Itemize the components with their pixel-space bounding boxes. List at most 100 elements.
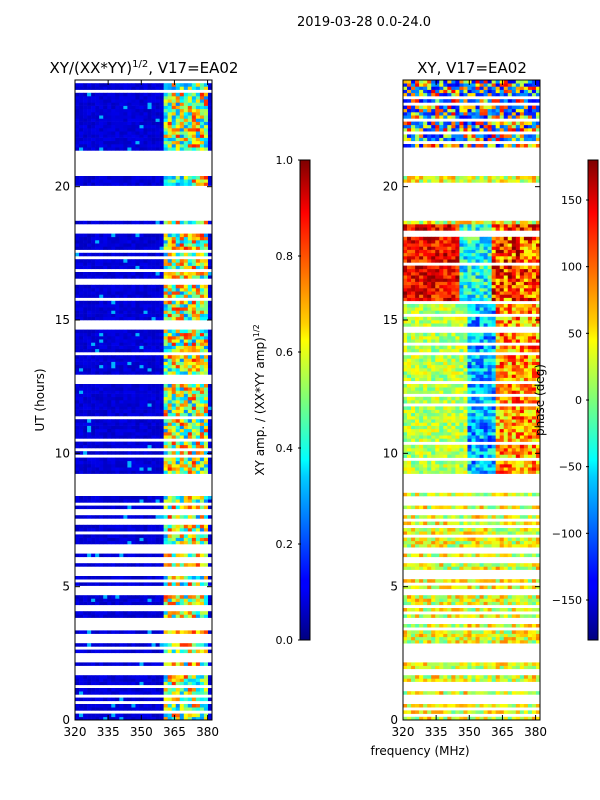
- heatmap-cell: [495, 598, 501, 602]
- heatmap-cell: [487, 563, 492, 567]
- heatmap-cell: [479, 665, 484, 670]
- heatmap-cell: [463, 704, 468, 708]
- heatmap-cell: [179, 467, 185, 471]
- heatmap-cell: [195, 390, 201, 394]
- heatmap-cell: [123, 102, 128, 106]
- heatmap-cell: [115, 246, 120, 250]
- heatmap-cell: [107, 339, 112, 343]
- heatmap-cell: [75, 243, 80, 247]
- heatmap-cell: [159, 371, 164, 375]
- heatmap-cell: [179, 553, 185, 558]
- heatmap-cell: [131, 406, 136, 410]
- heatmap-cell: [427, 630, 432, 634]
- heatmap-cell: [127, 390, 132, 394]
- heatmap-cell: [155, 310, 160, 314]
- heatmap-cell: [115, 179, 120, 183]
- heatmap-cell: [131, 470, 136, 474]
- heatmap-cell: [107, 182, 112, 186]
- heatmap-cell: [151, 265, 156, 270]
- heatmap-cell: [75, 681, 80, 686]
- heatmap-cell: [87, 348, 92, 353]
- heatmap-cell: [407, 614, 412, 618]
- heatmap-cell: [151, 406, 156, 410]
- heatmap-cell: [503, 531, 509, 535]
- heatmap-cell: [487, 531, 492, 535]
- heatmap-cell: [151, 595, 156, 599]
- heatmap-cell: [479, 505, 484, 510]
- heatmap-cell: [135, 355, 140, 359]
- heatmap-cell: [79, 403, 84, 407]
- heatmap-cell: [107, 563, 112, 567]
- heatmap-cell: [475, 563, 480, 567]
- heatmap-cell: [159, 704, 164, 708]
- heatmap-cell: [483, 579, 488, 583]
- heatmap-cell: [127, 96, 132, 100]
- heatmap-cell: [103, 310, 108, 314]
- heatmap-cell: [483, 537, 488, 542]
- heatmap-cell: [83, 553, 88, 558]
- heatmap-cell: [403, 636, 408, 641]
- heatmap-cell: [91, 336, 96, 340]
- heatmap-cell: [171, 534, 177, 538]
- heatmap-cell: [75, 435, 80, 439]
- heatmap-cell: [91, 355, 96, 359]
- heatmap-cell: [95, 345, 100, 350]
- heatmap-cell: [451, 678, 456, 682]
- heatmap-cell: [439, 665, 444, 670]
- heatmap-cell: [151, 108, 156, 113]
- heatmap-cell: [511, 691, 517, 695]
- heatmap-cell: [119, 688, 124, 692]
- heatmap-cell: [107, 144, 112, 148]
- heatmap-cell: [195, 435, 201, 439]
- heatmap-cell: [163, 147, 168, 151]
- heatmap-cell: [111, 707, 116, 711]
- heatmap-cell: [163, 435, 168, 439]
- heatmap-cell: [123, 598, 128, 602]
- heatmap-cell: [111, 243, 116, 247]
- heatmap-cell: [531, 636, 537, 641]
- heatmap-cell: [511, 537, 517, 542]
- heatmap-cell: [447, 716, 452, 720]
- heatmap-cell: [79, 643, 84, 647]
- heatmap-cell: [195, 329, 201, 334]
- heatmap-cell: [135, 294, 140, 298]
- heatmap-cell: [167, 176, 173, 180]
- heatmap-cell: [107, 307, 112, 311]
- heatmap-cell: [95, 121, 100, 126]
- heatmap-cell: [431, 566, 436, 570]
- heatmap-cell: [415, 553, 420, 558]
- heatmap-cell: [427, 633, 432, 638]
- heatmap-cell: [143, 304, 148, 308]
- heatmap-cell: [179, 409, 185, 414]
- heatmap-cell: [419, 585, 424, 590]
- heatmap-cell: [131, 681, 136, 686]
- heatmap-cell: [467, 563, 472, 567]
- heatmap-cell: [515, 528, 521, 532]
- heatmap-cell: [175, 691, 181, 695]
- heatmap-cell: [175, 137, 181, 142]
- heatmap-cell: [471, 553, 476, 558]
- heatmap-cell: [163, 649, 168, 654]
- heatmap-cell: [87, 688, 92, 692]
- heatmap-cell: [87, 675, 92, 679]
- heatmap-cell: [199, 220, 205, 225]
- heatmap-cell: [163, 441, 168, 446]
- heatmap-cell: [187, 332, 193, 337]
- heatmap-cell: [103, 537, 108, 542]
- heatmap-cell: [143, 428, 148, 433]
- heatmap-cell: [79, 384, 84, 388]
- heatmap-cell: [403, 601, 408, 606]
- heatmap-cell: [459, 624, 464, 628]
- heatmap-cell: [507, 633, 513, 638]
- heatmap-cell: [115, 336, 120, 340]
- heatmap-cell: [143, 121, 148, 126]
- heatmap-cell: [203, 361, 209, 366]
- heatmap-cell: [111, 332, 116, 337]
- heatmap-cell: [459, 563, 464, 567]
- heatmap-cell: [127, 265, 132, 270]
- heatmap-cell: [159, 310, 164, 314]
- heatmap-cell: [199, 409, 205, 414]
- heatmap-cell: [487, 515, 492, 519]
- heatmap-cell: [167, 332, 173, 337]
- heatmap-cell: [439, 528, 444, 532]
